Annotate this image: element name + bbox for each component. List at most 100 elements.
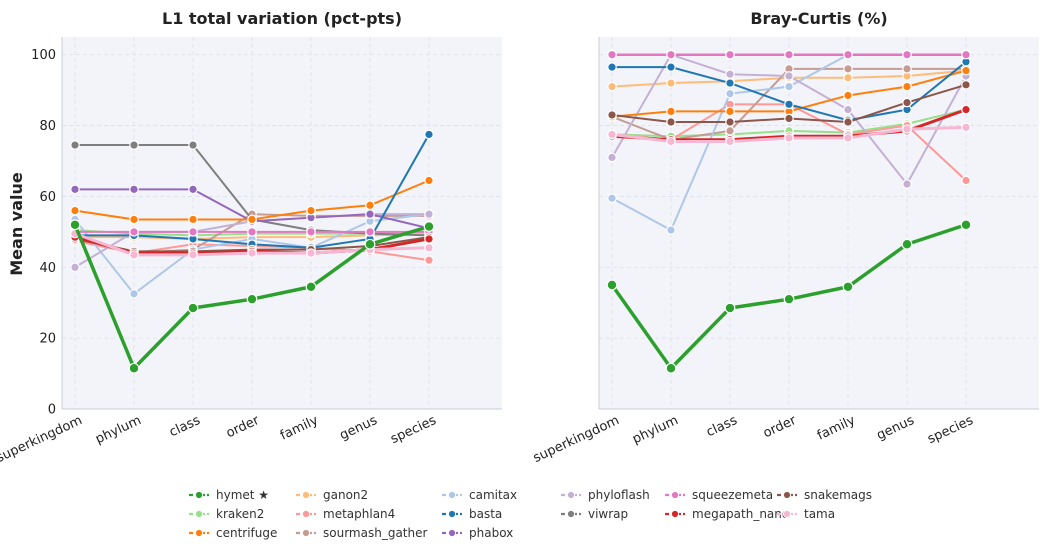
data-point <box>961 49 971 60</box>
legend-swatch <box>189 490 209 500</box>
data-point <box>188 214 198 225</box>
series-squeezemeta <box>607 49 971 60</box>
legend-swatch <box>561 490 581 500</box>
data-point <box>606 279 618 291</box>
data-point <box>902 179 912 189</box>
legend-item-phyloflash: phyloflash <box>560 486 650 504</box>
data-point <box>365 200 375 211</box>
data-point <box>666 49 676 60</box>
legend: hymet ★ kraken2 centrifuge ganon2 metaphlan4… <box>188 486 948 548</box>
data-point <box>961 65 971 76</box>
chart-title: Bray-Curtis (%) <box>750 9 887 28</box>
data-point <box>725 136 735 147</box>
data-point <box>725 69 735 79</box>
data-point <box>424 209 434 219</box>
data-point <box>424 175 434 186</box>
data-point <box>129 289 139 299</box>
legend-label: ganon2 <box>323 488 369 502</box>
x-tick-label: class <box>704 413 740 440</box>
y-tick-label: 20 <box>39 332 56 347</box>
data-point <box>129 184 139 195</box>
legend-item-metaphlan4: metaphlan4 <box>295 505 395 523</box>
legend-item-tama: tama <box>776 505 835 523</box>
data-point <box>70 140 80 150</box>
data-point <box>364 238 376 250</box>
series-hymet <box>69 219 435 374</box>
y-tick-label: 0 <box>48 403 56 418</box>
data-point <box>70 205 80 216</box>
y-tick-label: 80 <box>39 119 56 134</box>
data-point <box>725 78 735 88</box>
data-point <box>306 248 316 258</box>
legend-label: hymet ★ <box>216 488 270 502</box>
data-point <box>306 227 316 237</box>
data-point <box>666 225 676 235</box>
legend-label: megapath_nano <box>692 507 790 521</box>
data-point <box>842 281 854 293</box>
data-point <box>129 140 139 150</box>
series-centrifuge <box>607 65 971 122</box>
legend-swatch <box>442 509 462 519</box>
legend-item-snakemags: snakemags <box>776 486 872 504</box>
legend-swatch <box>777 490 797 500</box>
legend-swatch <box>665 490 685 500</box>
data-point <box>961 122 971 133</box>
data-point <box>306 205 316 216</box>
data-point <box>902 49 912 60</box>
legend-swatch <box>189 509 209 519</box>
legend-item-sourmash-gather: sourmash_gather <box>295 524 427 542</box>
data-point <box>666 62 676 72</box>
data-point <box>901 238 913 250</box>
data-point <box>784 71 794 81</box>
data-point <box>247 227 257 237</box>
x-tick-label: genus <box>875 413 917 443</box>
data-point <box>247 214 257 225</box>
data-point <box>365 209 375 219</box>
legend-item-megapath-nano: megapath_nano <box>664 505 789 523</box>
data-point <box>188 184 198 195</box>
data-point <box>607 110 617 120</box>
legend-swatch <box>442 528 462 538</box>
x-tick-label: species <box>925 413 976 447</box>
legend-swatch <box>777 509 797 519</box>
data-point <box>247 248 257 258</box>
data-point <box>70 184 80 195</box>
x-tick-label: family <box>278 413 321 444</box>
data-point <box>725 126 735 136</box>
data-point <box>129 227 139 237</box>
chart-panel-bray-curtis: superkingdom phylum class order family genus s… <box>531 9 1039 466</box>
data-point <box>424 255 434 265</box>
y-axis-label: Mean value <box>7 172 26 276</box>
x-tick-label: order <box>761 413 799 442</box>
legend-swatch <box>296 509 316 519</box>
y-tick-label: 60 <box>39 190 56 205</box>
x-tick-label: phylum <box>93 413 143 447</box>
x-tick-label: genus <box>338 413 380 443</box>
data-point <box>188 227 198 237</box>
x-tick-label: family <box>815 413 858 444</box>
data-point <box>725 88 735 99</box>
chart-panel-l1: 0 20 40 60 80 100 superkingdom phylum class order… <box>0 9 502 466</box>
data-point <box>666 117 676 127</box>
x-tick-label: superkingdom <box>531 413 622 466</box>
data-point <box>902 64 912 74</box>
y-tick-label: 40 <box>39 261 56 276</box>
legend-item-hymet: hymet ★ <box>188 486 269 504</box>
data-point <box>365 227 375 237</box>
data-point <box>843 90 853 101</box>
legend-label: phabox <box>469 526 514 540</box>
data-point <box>961 175 971 186</box>
y-tick-label: 100 <box>31 48 56 63</box>
data-point <box>902 81 912 92</box>
data-point <box>424 243 434 253</box>
legend-swatch <box>189 528 209 538</box>
data-point <box>246 293 258 305</box>
data-point <box>783 293 795 305</box>
data-point <box>188 250 198 260</box>
legend-label: snakemags <box>804 488 873 502</box>
data-point <box>843 49 853 60</box>
data-point <box>423 221 435 232</box>
data-point <box>129 214 139 225</box>
legend-label: phyloflash <box>588 488 650 502</box>
